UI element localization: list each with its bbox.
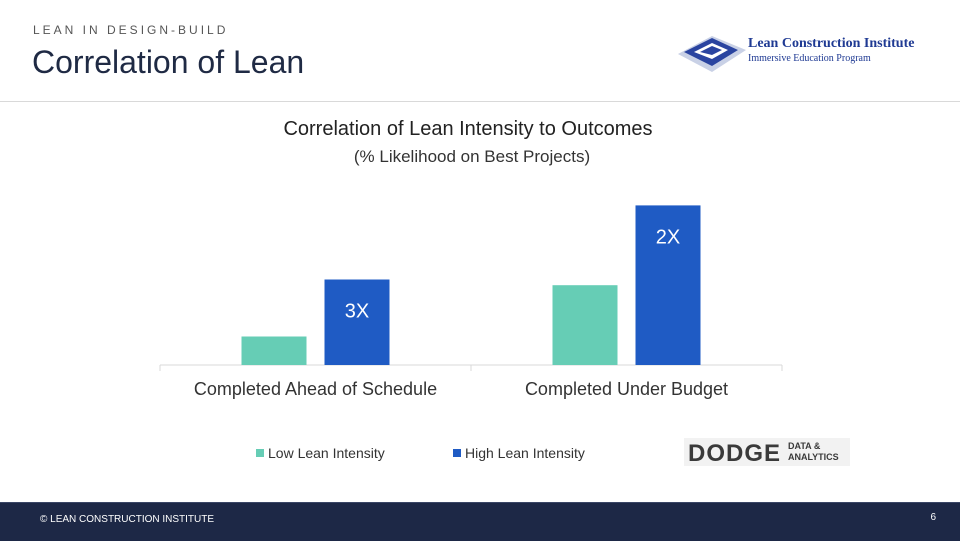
legend-item-low: Low Lean Intensity — [256, 445, 385, 461]
legend-label-low: Low Lean Intensity — [268, 445, 385, 461]
category-label-1: Completed Under Budget — [525, 379, 728, 399]
bar-low-0 — [241, 336, 307, 365]
bar-high-1 — [635, 205, 701, 365]
chart-subtitle: (% Likelihood on Best Projects) — [353, 147, 591, 166]
legend-swatch-high — [453, 449, 461, 457]
dodge-logo-tagline: DATA & ANALYTICS — [788, 441, 839, 462]
bar-high-0 — [324, 279, 390, 365]
lci-logo-mark — [678, 36, 746, 72]
slide-title: Correlation of Lean — [32, 44, 305, 80]
legend-label-high: High Lean Intensity — [465, 445, 585, 461]
header-divider — [0, 101, 960, 102]
bar-low-1 — [552, 285, 618, 365]
category-label-0: Completed Ahead of Schedule — [194, 379, 437, 399]
footer-bar: © LEAN CONSTRUCTION INSTITUTE 6 — [0, 502, 960, 541]
legend-item-high: High Lean Intensity — [453, 445, 585, 461]
lci-logo-subtitle: Immersive Education Program — [748, 53, 871, 64]
page-number: 6 — [930, 512, 936, 523]
footer-copyright: © LEAN CONSTRUCTION INSTITUTE — [40, 514, 215, 525]
data-label-0: 3X — [345, 301, 369, 323]
dodge-logo: DODGE DATA & ANALYTICS — [684, 438, 850, 467]
data-label-1: 2X — [656, 226, 680, 248]
legend-swatch-low — [256, 449, 264, 457]
dodge-logo-wordmark: DODGE — [688, 440, 782, 467]
chart-title: Correlation of Lean Intensity to Outcome… — [283, 118, 653, 140]
lci-logo: Lean Construction Institute Immersive Ed… — [674, 28, 934, 78]
section-label: LEAN IN DESIGN-BUILD — [33, 23, 229, 37]
lci-logo-name: Lean Construction Institute — [748, 36, 915, 51]
